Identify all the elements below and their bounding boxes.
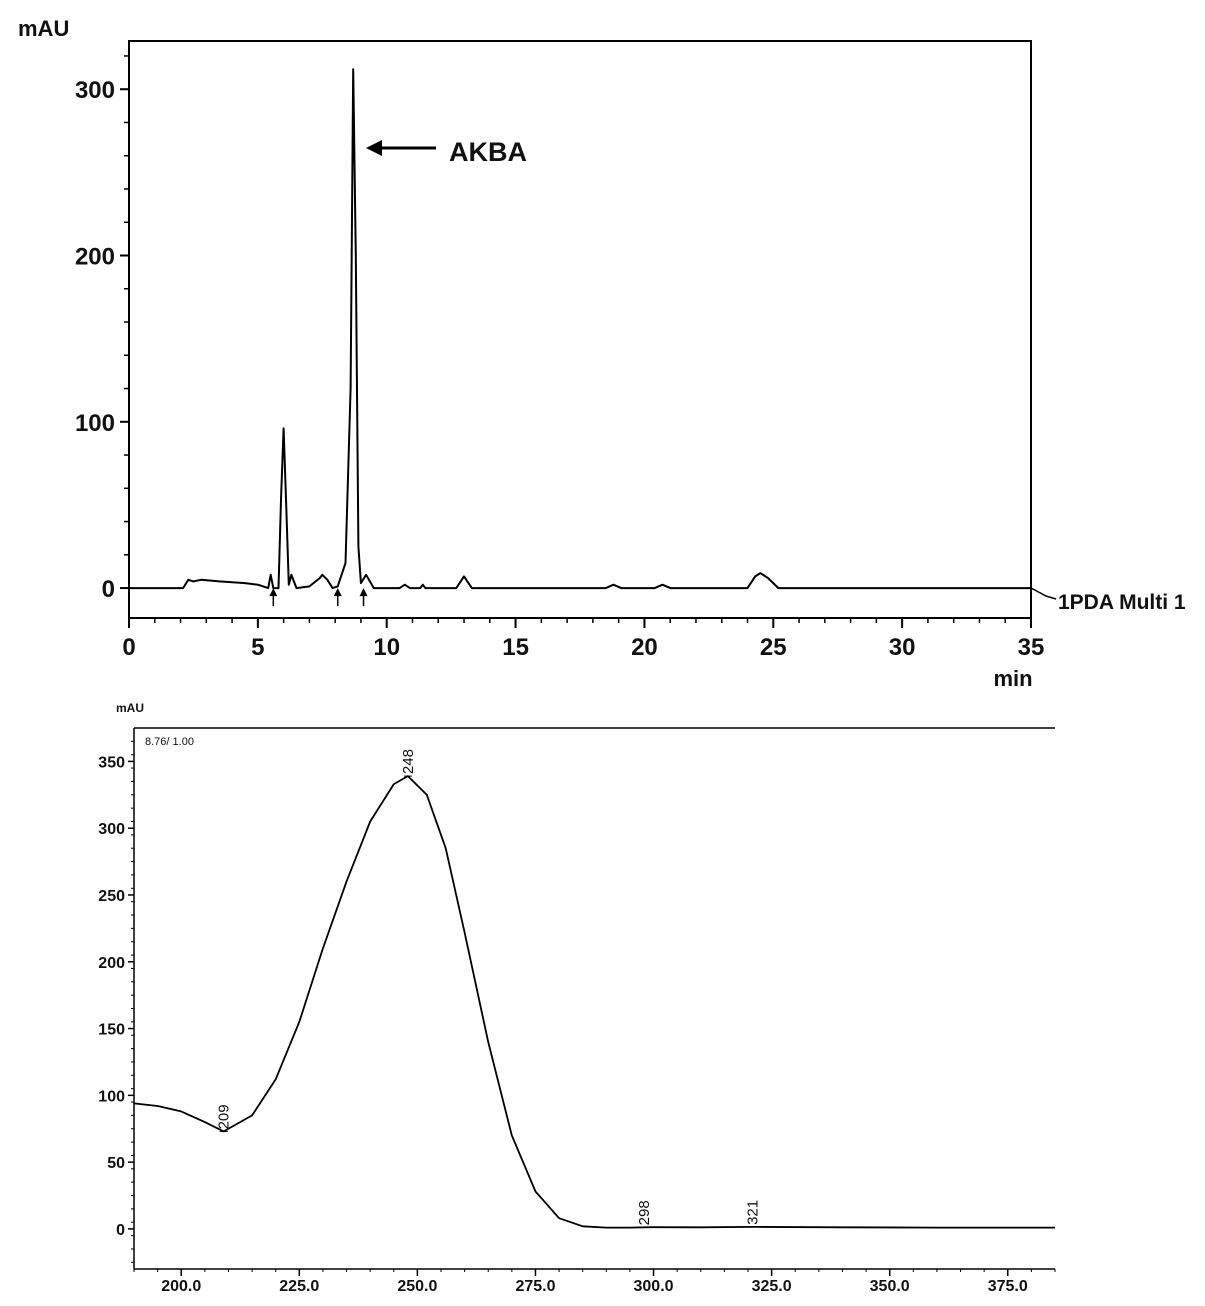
spectrum-y-tick-label: 350 (98, 754, 125, 771)
integration-marker-head (359, 588, 368, 597)
spectrum-trace-line (133, 775, 1055, 1229)
spectrum-y-tick-label: 250 (98, 888, 125, 905)
spectrum-y-ticks: 0 50 100 150 200 250 300 350 (98, 740, 134, 1263)
chromatogram-x-axis-label: min (993, 666, 1032, 691)
chromatogram-y-ticks: 0 100 200 300 (75, 55, 129, 603)
spectrum-x-tick-label: 275.0 (515, 1278, 555, 1295)
spectrum-x-tick-label: 375.0 (988, 1278, 1028, 1295)
chromatogram-x-ticks: 0 5 10 15 20 25 30 35 (122, 618, 1044, 661)
spectrum-x-tick-label: 250.0 (397, 1278, 437, 1295)
spectrum-x-tick-label: 300.0 (634, 1278, 674, 1295)
chromatogram-x-tick-label: 30 (889, 634, 916, 661)
chromatogram-y-tick-label: 0 (102, 576, 115, 603)
spectrum-x-tick-label: 225.0 (279, 1278, 319, 1295)
spectrum-info-label: 8.76/ 1.00 (145, 736, 194, 748)
spectrum-x-tick-label: 325.0 (752, 1278, 792, 1295)
chromatogram-x-tick-label: 25 (760, 634, 787, 661)
integration-marker-head (333, 588, 342, 597)
spectrum-peak-label: 298 (636, 1200, 653, 1225)
integration-marker-head (269, 588, 278, 597)
trace-label: 1PDA Multi 1 (1058, 591, 1186, 614)
chromatogram-trace-line (129, 68, 1031, 590)
spectrum-y-tick-label: 50 (107, 1155, 125, 1172)
chromatogram-x-tick-label: 15 (502, 634, 529, 661)
chromatogram-x-tick-label: 20 (631, 634, 658, 661)
chromatogram-x-tick-label: 5 (251, 634, 264, 661)
spectrum-y-tick-label: 0 (116, 1222, 125, 1239)
chromatogram-y-tick-label: 300 (75, 77, 115, 104)
spectrum-y-tick-label: 100 (98, 1088, 125, 1105)
spectrum-y-axis-label: mAU (116, 701, 144, 715)
spectrum-x-ticks: 200.0 225.0 250.0 275.0 300.0 325.0 350.0 375.0 (133, 1269, 1056, 1295)
spectrum-y-tick-label: 200 (98, 955, 125, 972)
chromatogram-y-axis-label: mAU (18, 16, 69, 41)
chromatogram-y-tick-label: 200 (75, 244, 115, 271)
uv-spectrum-chart: mAU 8.76/ 1.00 0 50 100 150 200 250 300 350 200… (98, 701, 1056, 1295)
akba-arrow-head (366, 140, 382, 156)
spectrum-peak-labels: 209 248 298 321 (216, 749, 762, 1228)
trace-label-leader-line (1030, 587, 1057, 600)
spectrum-x-tick-label: 200.0 (161, 1278, 201, 1295)
chromatogram-y-tick-label: 100 (75, 410, 115, 437)
chromatogram-plot-frame (128, 40, 1032, 619)
chromatogram-x-tick-label: 0 (122, 634, 135, 661)
chromatogram-x-tick-label: 35 (1018, 634, 1045, 661)
spectrum-peak-label: 209 (216, 1104, 233, 1129)
akba-peak-label: AKBA (449, 137, 527, 167)
spectrum-y-tick-label: 300 (98, 821, 125, 838)
chromatogram-integration-markers (269, 588, 368, 607)
spectrum-peak-label: 248 (400, 749, 417, 774)
spectrum-x-tick-label: 350.0 (870, 1278, 910, 1295)
chromatogram-x-tick-label: 10 (373, 634, 400, 661)
chromatogram-chart: mAU min 0 100 200 300 0 5 10 15 20 25 30 35 AKBA 1… (18, 16, 1186, 691)
spectrum-y-tick-label: 150 (98, 1022, 125, 1039)
spectrum-peak-label: 321 (745, 1200, 762, 1225)
